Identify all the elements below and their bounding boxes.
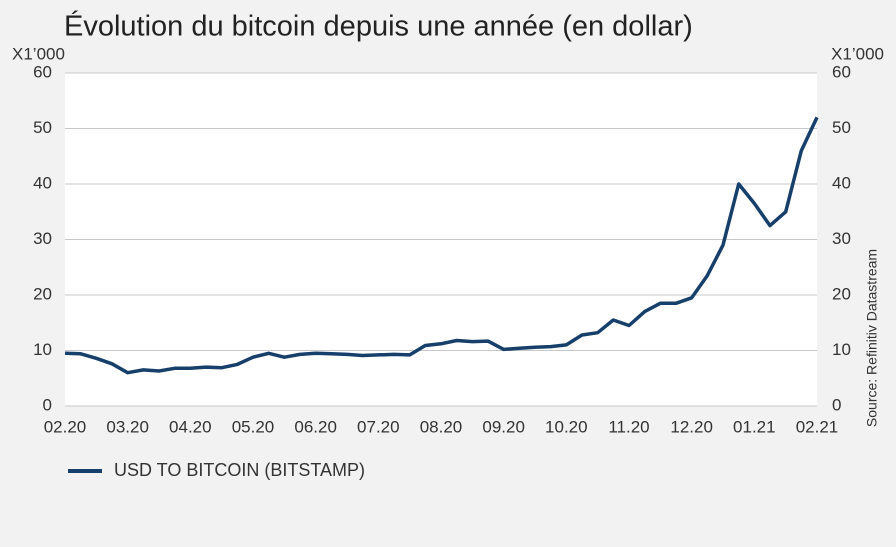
data-line bbox=[64, 116, 819, 375]
y-tick-label: 20 bbox=[33, 284, 52, 303]
y-tick-label: 60 bbox=[33, 62, 52, 81]
x-tick-label: 02.20 bbox=[44, 417, 87, 436]
y-tick-label: 40 bbox=[33, 173, 52, 192]
y2-tick-label: 40 bbox=[832, 173, 851, 192]
y-tick-label: 30 bbox=[33, 229, 52, 248]
x-tick-label: 08.20 bbox=[420, 417, 463, 436]
x-tick-label: 03.20 bbox=[106, 417, 149, 436]
y-axis-unit: X1’000 bbox=[12, 44, 65, 63]
x-tick-label: 11.20 bbox=[608, 417, 649, 436]
chart-title: Évolution du bitcoin depuis une année (e… bbox=[64, 10, 693, 43]
x-tick-label: 12.20 bbox=[670, 417, 713, 436]
y2-tick-label: 30 bbox=[832, 229, 851, 248]
x-tick-label: 07.20 bbox=[357, 417, 400, 436]
x-tick-label: 10.20 bbox=[545, 417, 588, 436]
source-note: Source: Refinitiv Datastream bbox=[864, 249, 880, 427]
y-tick-label: 10 bbox=[33, 340, 52, 359]
x-tick-label: 06.20 bbox=[294, 417, 337, 436]
y-tick-label: 0 bbox=[43, 395, 52, 414]
legend-label: USD TO BITCOIN (BITSTAMP) bbox=[114, 460, 365, 480]
y-tick-label: 50 bbox=[33, 118, 52, 137]
x-tick-label: 05.20 bbox=[232, 417, 275, 436]
y2-tick-label: 20 bbox=[832, 284, 851, 303]
x-tick-label: 01.21 bbox=[733, 417, 776, 436]
y2-tick-label: 60 bbox=[832, 62, 851, 81]
y2-tick-label: 10 bbox=[832, 340, 851, 359]
x-tick-label: 02.21 bbox=[796, 417, 839, 436]
y2-tick-label: 0 bbox=[832, 395, 841, 414]
y2-axis-unit: X1’000 bbox=[831, 44, 884, 63]
x-tick-label: 04.20 bbox=[169, 417, 212, 436]
x-tick-label: 09.20 bbox=[482, 417, 525, 436]
y2-tick-label: 50 bbox=[832, 118, 851, 137]
